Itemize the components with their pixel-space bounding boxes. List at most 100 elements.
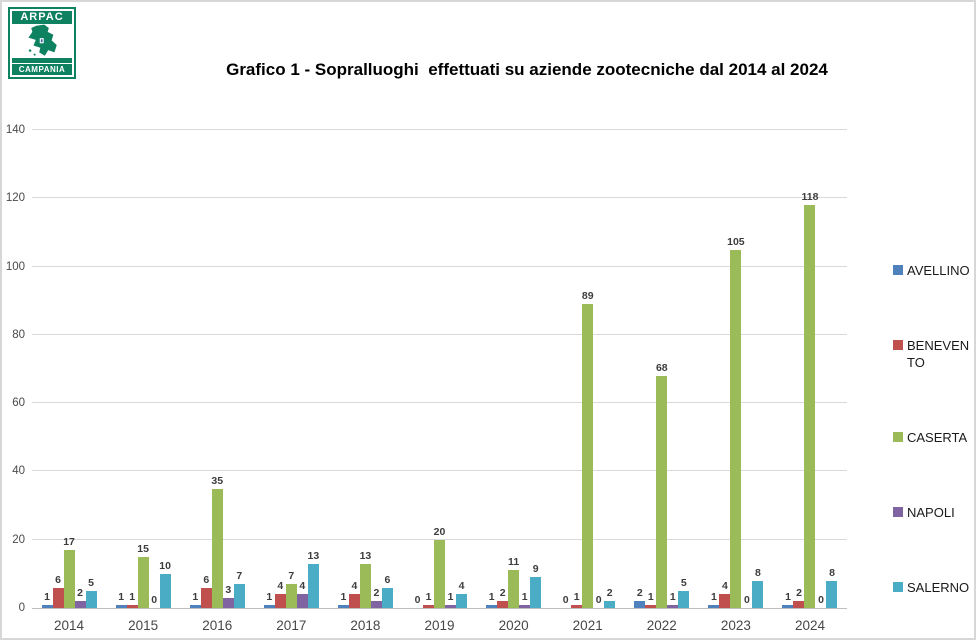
bar-slot: 7 (285, 130, 297, 608)
bar-slot: 0 (149, 130, 160, 608)
data-label-benevento-2019: 1 (425, 590, 432, 603)
legend-swatch-icon (893, 432, 903, 442)
bar-avellino-2018 (337, 604, 349, 608)
bar-slot: 6 (52, 130, 64, 608)
legend-label: SALERNO (907, 580, 970, 595)
bar-salerno-2022 (678, 590, 690, 608)
bar-caserta-2024 (804, 205, 816, 608)
bar-napoli-2016 (222, 597, 234, 608)
data-label-salerno-2024: 8 (829, 566, 835, 579)
bar-caserta-2023 (730, 249, 742, 608)
gridline-140 (32, 129, 847, 130)
bar-avellino-2022 (634, 601, 646, 608)
bar-napoli-2017 (296, 594, 308, 608)
bar-benevento-2021 (571, 604, 583, 608)
bar-slot: 0 (741, 130, 752, 608)
y-axis-tick-60: 60 (12, 397, 25, 410)
data-label-caserta-2016: 35 (211, 474, 224, 487)
y-axis-tick-0: 0 (18, 602, 25, 614)
bar-slot: 4 (719, 130, 731, 608)
bar-slot: 0 (560, 130, 571, 608)
bar-group-2016: 1 6 35 3 7 2016 (180, 130, 254, 633)
legend-item-caserta: CASERTA (893, 429, 974, 446)
data-label-salerno-2018: 6 (384, 573, 391, 586)
bar-groups: 1 6 17 2 5 2014 1 1 15 0 10 2015 1 6 35 3 7 2016 1 4 7 4 13 201… (32, 130, 847, 633)
bar-avellino-2024 (782, 604, 794, 608)
y-axis-tick-100: 100 (5, 260, 25, 273)
bar-slot: 0 (593, 130, 604, 608)
data-label-caserta-2014: 17 (63, 535, 75, 548)
legend-swatch-icon (893, 582, 903, 592)
data-label-napoli-2014: 2 (77, 587, 83, 600)
arpac-logo-title: ARPAC (12, 11, 72, 24)
data-label-benevento-2016: 6 (203, 573, 210, 586)
data-label-caserta-2022: 68 (655, 361, 668, 374)
bar-salerno-2019 (456, 594, 468, 608)
bar-benevento-2017 (274, 594, 286, 608)
bar-slot: 1 (337, 130, 349, 608)
legend-label: AVELLINO (907, 263, 970, 278)
bar-slot: 1 (667, 130, 679, 608)
bar-slot: 13 (360, 130, 371, 608)
bar-slot: 2 (497, 130, 509, 608)
legend-item-napoli: NAPOLI (893, 504, 974, 521)
data-label-caserta-2018: 13 (359, 549, 372, 562)
bar-slot: 6 (381, 130, 393, 608)
chart-plot-area: 1 6 17 2 5 2014 1 1 15 0 10 2015 1 6 35 3 7 2016 1 4 7 4 13 201… (6, 124, 847, 633)
data-label-salerno-2019: 4 (458, 580, 465, 593)
legend-label: NAPOLI (907, 505, 955, 520)
x-axis-label-2023: 2023 (720, 618, 751, 633)
data-label-caserta-2023: 105 (727, 235, 745, 248)
data-label-caserta-2021: 89 (581, 290, 594, 303)
data-label-avellino-2017: 1 (266, 590, 273, 603)
chart-legend: AVELLINO BENEVENTO CASERTA NAPOLI SALERNO (893, 262, 974, 596)
bar-benevento-2014 (52, 587, 64, 608)
bar-napoli-2018 (370, 601, 382, 608)
bar-slot: 35 (211, 130, 224, 608)
bar-benevento-2020 (497, 601, 509, 608)
x-axis-label-2021: 2021 (572, 618, 603, 633)
bar-group-2020: 1 2 11 1 9 2020 (477, 130, 551, 633)
gridline-100 (32, 265, 847, 267)
bar-slot: 7 (233, 130, 245, 608)
data-label-benevento-2024: 2 (796, 587, 802, 600)
bar-slot: 105 (727, 130, 745, 608)
bar-salerno-2020 (530, 577, 542, 608)
legend-item-salerno: SALERNO (893, 579, 974, 596)
data-label-salerno-2014: 5 (88, 576, 94, 589)
bar-slot: 118 (802, 130, 818, 608)
bar-caserta-2019 (434, 539, 446, 608)
bar-slot: 1 (782, 130, 794, 608)
y-axis-tick-40: 40 (12, 465, 25, 478)
bar-salerno-2017 (307, 563, 319, 608)
campania-map-icon (12, 24, 72, 58)
data-label-salerno-2023: 8 (754, 566, 761, 579)
gridline-40 (32, 470, 847, 472)
x-axis-label-2018: 2018 (350, 618, 381, 633)
bar-napoli-2019 (445, 604, 457, 608)
bar-slot: 89 (581, 130, 594, 608)
bar-salerno-2016 (233, 584, 245, 608)
bar-slot: 2 (634, 130, 646, 608)
y-axis-tick-80: 80 (12, 328, 25, 341)
data-label-caserta-2020: 11 (508, 556, 520, 569)
bar-caserta-2018 (359, 563, 371, 608)
data-label-salerno-2022: 5 (680, 576, 687, 589)
bar-caserta-2021 (582, 304, 594, 608)
data-label-napoli-2019: 1 (447, 590, 454, 603)
data-label-avellino-2023: 1 (710, 590, 717, 603)
bar-avellino-2014 (41, 604, 53, 608)
bar-slot: 5 (678, 130, 690, 608)
data-label-napoli-2018: 2 (373, 587, 380, 600)
bar-group-2017: 1 4 7 4 13 2017 (254, 130, 328, 633)
bar-napoli-2020 (519, 604, 531, 608)
bar-avellino-2020 (486, 604, 498, 608)
data-label-avellino-2018: 1 (340, 590, 347, 603)
bar-group-2023: 1 4 105 0 8 2023 (699, 130, 773, 633)
y-axis-tick-140: 140 (5, 124, 25, 136)
data-label-napoli-2022: 1 (669, 590, 676, 603)
bar-benevento-2016 (200, 587, 212, 608)
data-label-avellino-2014: 1 (44, 590, 50, 603)
data-label-caserta-2017: 7 (288, 570, 295, 583)
